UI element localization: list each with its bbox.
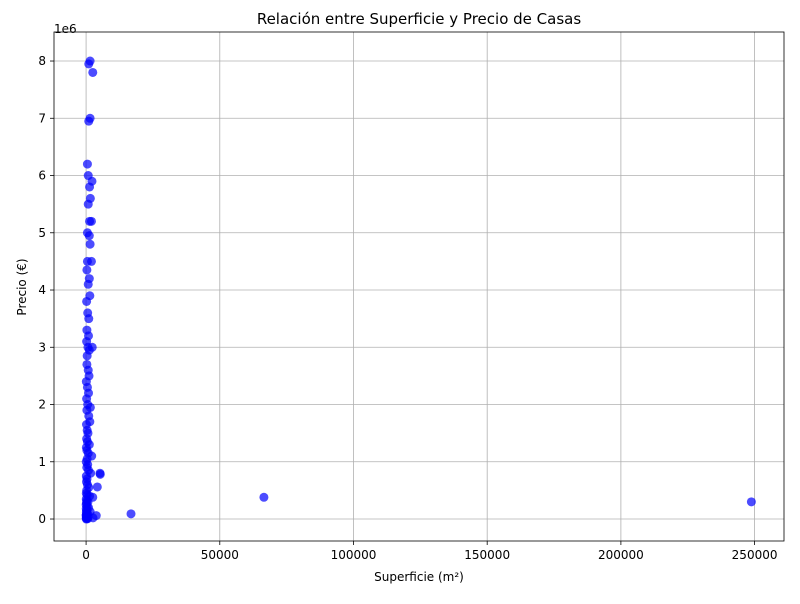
y-tick-label: 3 bbox=[38, 340, 46, 354]
point bbox=[83, 279, 93, 289]
point bbox=[87, 342, 97, 352]
y-tick-label: 0 bbox=[38, 512, 46, 526]
point bbox=[82, 265, 92, 275]
grid: 0 50000 100000 150000 200000 250000 0 1 2 3 4 5 6 7 8 bbox=[38, 32, 784, 562]
point bbox=[84, 116, 94, 126]
point bbox=[84, 231, 94, 241]
point bbox=[86, 256, 96, 266]
point bbox=[82, 296, 92, 306]
plot-frame bbox=[53, 31, 785, 542]
point bbox=[92, 482, 102, 492]
point bbox=[85, 182, 95, 192]
point bbox=[82, 159, 92, 169]
x-axis-label: Superficie (m²) bbox=[374, 570, 464, 584]
point bbox=[259, 492, 269, 502]
point bbox=[81, 514, 91, 524]
y-tick-label: 1 bbox=[38, 455, 46, 469]
x-tick-label: 0 bbox=[82, 548, 90, 562]
y-tick-label: 2 bbox=[38, 398, 46, 412]
point bbox=[82, 351, 92, 361]
points bbox=[81, 56, 756, 524]
point bbox=[86, 216, 96, 226]
x-tick-label: 200000 bbox=[598, 548, 644, 562]
chart-title: Relación entre Superficie y Precio de Ca… bbox=[257, 10, 582, 28]
point bbox=[83, 199, 93, 209]
point bbox=[746, 497, 756, 507]
y-tick-label: 5 bbox=[38, 226, 46, 240]
y-tick-label: 7 bbox=[38, 111, 46, 125]
point bbox=[126, 509, 136, 519]
y-offset-label: 1e6 bbox=[54, 22, 77, 36]
point bbox=[85, 239, 95, 249]
point bbox=[95, 469, 105, 479]
point bbox=[84, 314, 94, 324]
y-tick-label: 8 bbox=[38, 54, 46, 68]
y-tick-label: 6 bbox=[38, 169, 46, 183]
x-tick-label: 150000 bbox=[464, 548, 510, 562]
y-axis-label: Precio (€) bbox=[15, 258, 29, 315]
x-tick-label: 100000 bbox=[331, 548, 377, 562]
x-tick-label: 50000 bbox=[201, 548, 239, 562]
point bbox=[88, 67, 98, 77]
y-tick-label: 4 bbox=[38, 283, 46, 297]
x-tick-label: 250000 bbox=[732, 548, 778, 562]
point bbox=[84, 59, 94, 69]
